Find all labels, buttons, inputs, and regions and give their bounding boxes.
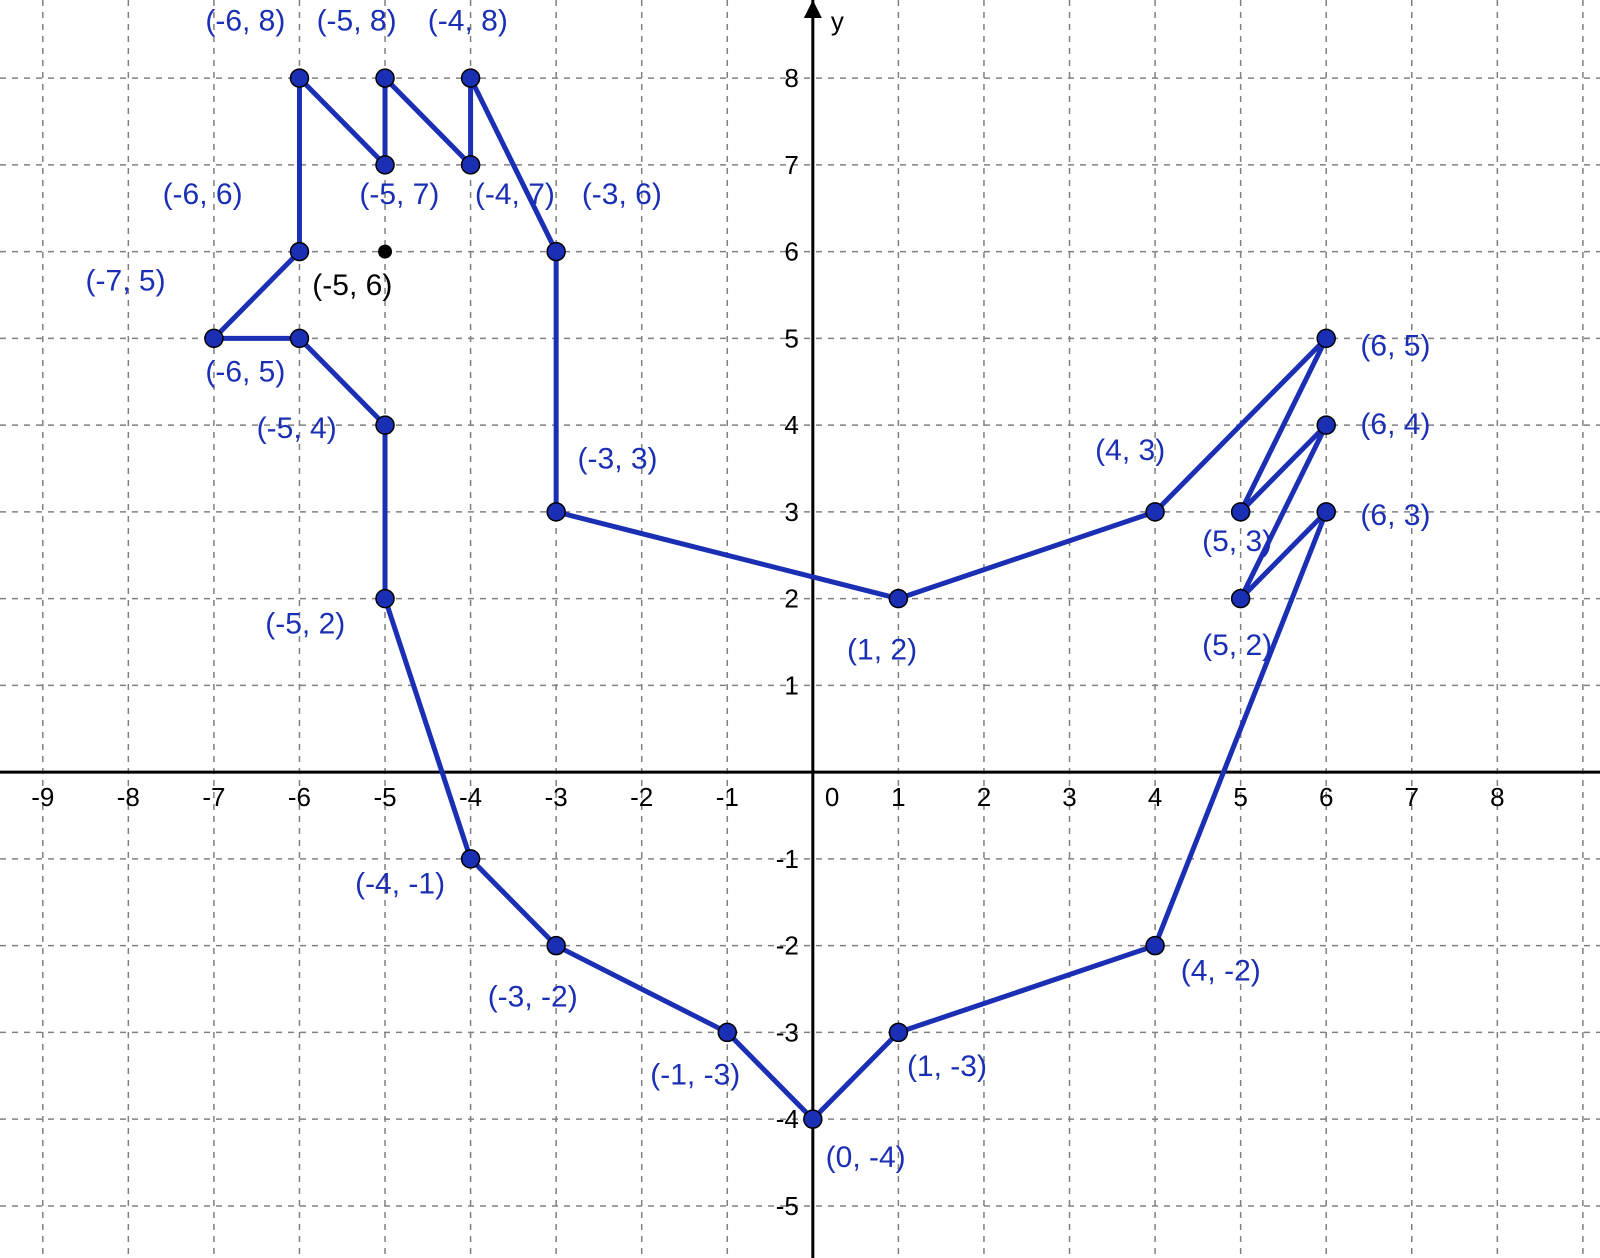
vertex-point: [889, 590, 907, 608]
vertex-label: (1, 2): [847, 633, 917, 666]
vertex-point: [205, 329, 223, 347]
x-tick-label: -1: [716, 782, 739, 812]
vertex-point: [547, 243, 565, 261]
y-tick-label: 6: [784, 237, 798, 267]
vertex-label: (-3, 3): [578, 442, 658, 475]
vertex-point: [547, 503, 565, 521]
y-tick-label: 8: [784, 63, 798, 93]
vertex-label: (-4, -1): [355, 868, 445, 901]
vertex-label: (-5, 4): [257, 412, 337, 445]
vertex-label: (-5, 7): [359, 178, 439, 211]
vertex-point: [376, 416, 394, 434]
vertex-point: [462, 850, 480, 868]
vertex-point: [1146, 503, 1164, 521]
y-tick-label: 2: [784, 584, 798, 614]
x-tick-label: 3: [1062, 782, 1076, 812]
vertex-label: (-1, -3): [650, 1058, 740, 1091]
vertex-point: [290, 329, 308, 347]
x-tick-label: -3: [545, 782, 568, 812]
vertex-label: (-6, 6): [163, 178, 243, 211]
vertex-point: [462, 156, 480, 174]
vertex-label: (-6, 8): [205, 4, 285, 37]
y-tick-label: -4: [776, 1104, 799, 1134]
isolated-point-label: (-5, 6): [312, 269, 392, 302]
vertex-label: (6, 4): [1360, 408, 1430, 441]
vertex-label: (-5, 2): [265, 607, 345, 640]
vertex-point: [462, 69, 480, 87]
x-tick-label: -8: [117, 782, 140, 812]
y-tick-label: -5: [776, 1191, 799, 1221]
y-tick-label: -2: [776, 931, 799, 961]
vertex-point: [718, 1023, 736, 1041]
vertex-label: (-4, 7): [475, 178, 555, 211]
vertex-label: (-3, -2): [488, 980, 578, 1013]
vertex-point: [376, 69, 394, 87]
x-tick-label: -7: [202, 782, 225, 812]
vertex-label: (4, 3): [1095, 434, 1165, 467]
x-tick-label: -4: [459, 782, 482, 812]
vertex-point: [376, 590, 394, 608]
x-tick-label: -9: [31, 782, 54, 812]
y-tick-label: -1: [776, 844, 799, 874]
x-tick-label: -5: [373, 782, 396, 812]
vertex-point: [804, 1110, 822, 1128]
x-tick-label: 7: [1405, 782, 1419, 812]
vertex-point: [1232, 590, 1250, 608]
y-tick-label: 4: [784, 410, 798, 440]
x-tick-label: 0: [825, 782, 839, 812]
vertex-point: [376, 156, 394, 174]
vertex-point: [1317, 416, 1335, 434]
y-tick-label: 3: [784, 497, 798, 527]
isolated-point: [378, 245, 392, 259]
vertex-label: (5, 2): [1202, 629, 1272, 662]
vertex-label: (-3, 6): [582, 178, 662, 211]
y-tick-label: 5: [784, 323, 798, 353]
vertex-point: [1317, 329, 1335, 347]
vertex-point: [1317, 503, 1335, 521]
x-tick-label: -6: [288, 782, 311, 812]
vertex-point: [547, 937, 565, 955]
vertex-label: (-4, 8): [428, 4, 508, 37]
x-tick-label: 8: [1490, 782, 1504, 812]
vertex-point: [1146, 937, 1164, 955]
vertex-label: (6, 3): [1360, 499, 1430, 532]
vertex-point: [1232, 503, 1250, 521]
vertex-label: (-5, 8): [317, 4, 397, 37]
vertex-point: [290, 243, 308, 261]
vertex-label: (4, -2): [1181, 954, 1261, 987]
x-tick-label: 1: [891, 782, 905, 812]
vertex-point: [290, 69, 308, 87]
vertex-label: (1, -3): [907, 1050, 987, 1083]
y-tick-label: 1: [784, 670, 798, 700]
y-axis-label: y: [831, 6, 844, 36]
vertex-label: (5, 3): [1202, 525, 1272, 558]
x-tick-label: 2: [977, 782, 991, 812]
vertex-label: (0, -4): [826, 1141, 906, 1174]
vertex-label: (-7, 5): [86, 265, 166, 298]
y-tick-label: 7: [784, 150, 798, 180]
x-tick-label: 4: [1148, 782, 1162, 812]
coordinate-plot: y -9 -8 -7 -6 -5 -4 -3 -2 -1 0 1 2 3 4 5 6 7 8 -5 -4 -3 -2 -1 1 2…: [0, 0, 1600, 1258]
vertex-label: (-6, 5): [205, 356, 285, 389]
y-tick-label: -3: [776, 1017, 799, 1047]
x-tick-label: 5: [1233, 782, 1247, 812]
vertex-point: [889, 1023, 907, 1041]
x-tick-label: -2: [630, 782, 653, 812]
x-tick-label: 6: [1319, 782, 1333, 812]
vertex-label: (6, 5): [1360, 330, 1430, 363]
